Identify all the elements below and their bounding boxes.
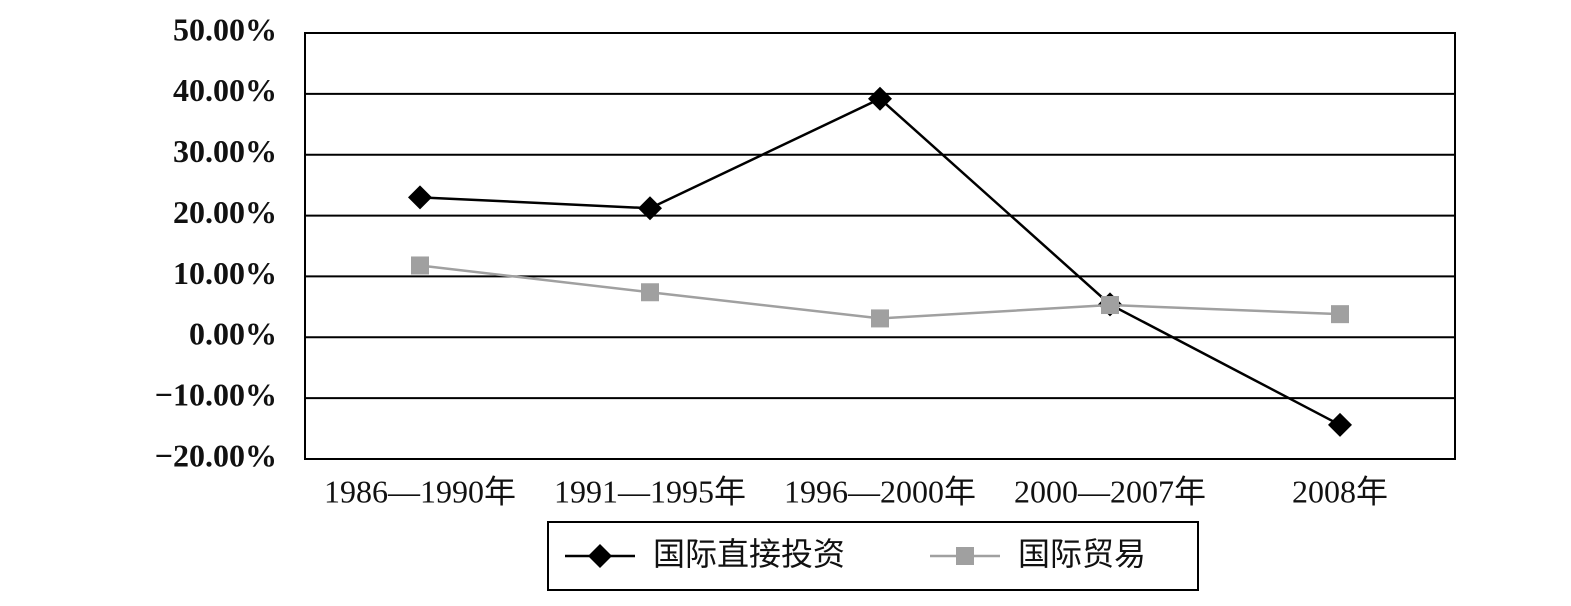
y-tick-label: −20.00%: [155, 437, 277, 473]
marker: [868, 86, 892, 111]
y-tick-label: 50.00%: [173, 11, 277, 47]
y-tick-label: 20.00%: [173, 194, 277, 230]
x-tick-label: 1986—1990年: [324, 473, 516, 509]
y-tick-label: −10.00%: [155, 376, 277, 412]
marker: [1328, 412, 1352, 437]
marker: [871, 309, 889, 328]
marker: [1331, 305, 1349, 324]
legend-box: [547, 521, 1199, 591]
marker: [638, 196, 662, 221]
marker: [956, 547, 974, 565]
y-tick-label: 10.00%: [173, 255, 277, 291]
x-tick-label: 2008年: [1292, 473, 1388, 509]
legend-label: 国际贸易: [1018, 535, 1146, 573]
marker: [408, 185, 432, 210]
marker: [411, 256, 429, 275]
x-tick-label: 2000—2007年: [1014, 473, 1206, 509]
y-tick-label: 30.00%: [173, 133, 277, 169]
y-tick-label: 0.00%: [189, 316, 277, 352]
x-tick-label: 1991—1995年: [554, 473, 746, 509]
legend-label: 国际直接投资: [653, 535, 845, 573]
marker: [641, 283, 659, 302]
marker: [1101, 296, 1119, 315]
marker: [588, 544, 612, 568]
x-tick-label: 1996—2000年: [784, 473, 976, 509]
y-tick-label: 40.00%: [173, 72, 277, 108]
series-line: [419, 97, 1341, 427]
